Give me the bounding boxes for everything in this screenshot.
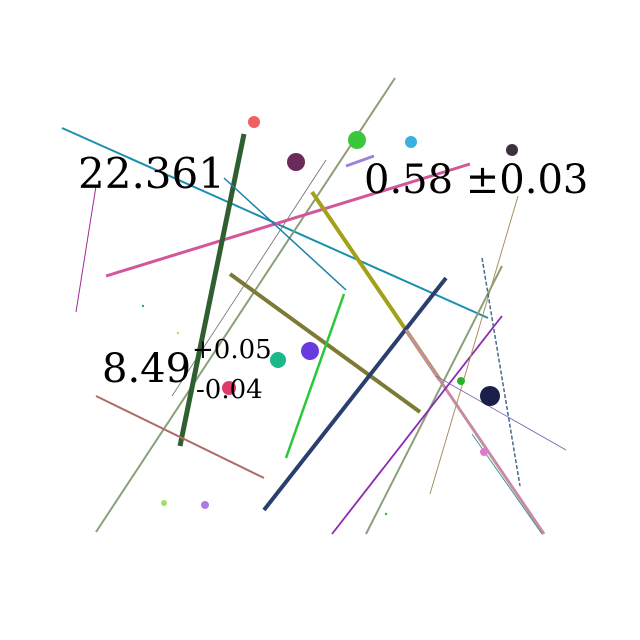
charcoal-dot <box>506 144 518 156</box>
tiny-green-dot <box>384 512 388 516</box>
violet-thin-line <box>435 375 567 451</box>
value-label-c-minus: -0.04 <box>196 375 263 405</box>
value-label-b: 0.58 ±0.03 <box>364 157 588 203</box>
value-label-a: 22.361 <box>78 149 225 198</box>
violet-dot <box>301 342 319 360</box>
olive-long-line <box>95 77 396 533</box>
navy-thick-line <box>262 276 448 512</box>
teal-short-line <box>223 177 347 291</box>
tiny-yellow-dot <box>176 331 180 335</box>
rose-line <box>95 395 265 479</box>
value-label-c-main: 8.49 <box>102 346 191 392</box>
crimson-dot <box>222 381 236 395</box>
label-layer: 22.361 0.58 ±0.03 8.49 +0.05 -0.04 <box>78 149 588 405</box>
red-dot <box>248 116 260 128</box>
green-line <box>284 293 346 459</box>
lime-dot <box>161 500 167 506</box>
magenta-thin-line <box>75 185 97 313</box>
navy-dot <box>480 386 500 406</box>
line-layer <box>61 77 567 535</box>
pink-line <box>105 162 471 278</box>
olive-right-line <box>365 265 503 535</box>
sky-blue-dot <box>405 136 417 148</box>
tan-thin-line <box>429 195 519 495</box>
khaki-thick-line <box>228 272 422 414</box>
purple-line <box>331 315 503 535</box>
value-label-c-plus: +0.05 <box>192 335 272 365</box>
point-layer <box>141 116 518 516</box>
slate-dashed-line <box>481 257 521 487</box>
light-pink-dot <box>480 448 488 456</box>
lilac-dot <box>201 501 209 509</box>
lavender-short-line <box>345 154 375 168</box>
teal-green-dot <box>270 352 286 368</box>
pink-fade-line <box>404 329 546 535</box>
tiny-teal-dot <box>141 304 145 308</box>
plum-dot <box>287 153 305 171</box>
green-small-dot <box>457 377 465 385</box>
bright-green-dot <box>348 131 366 149</box>
